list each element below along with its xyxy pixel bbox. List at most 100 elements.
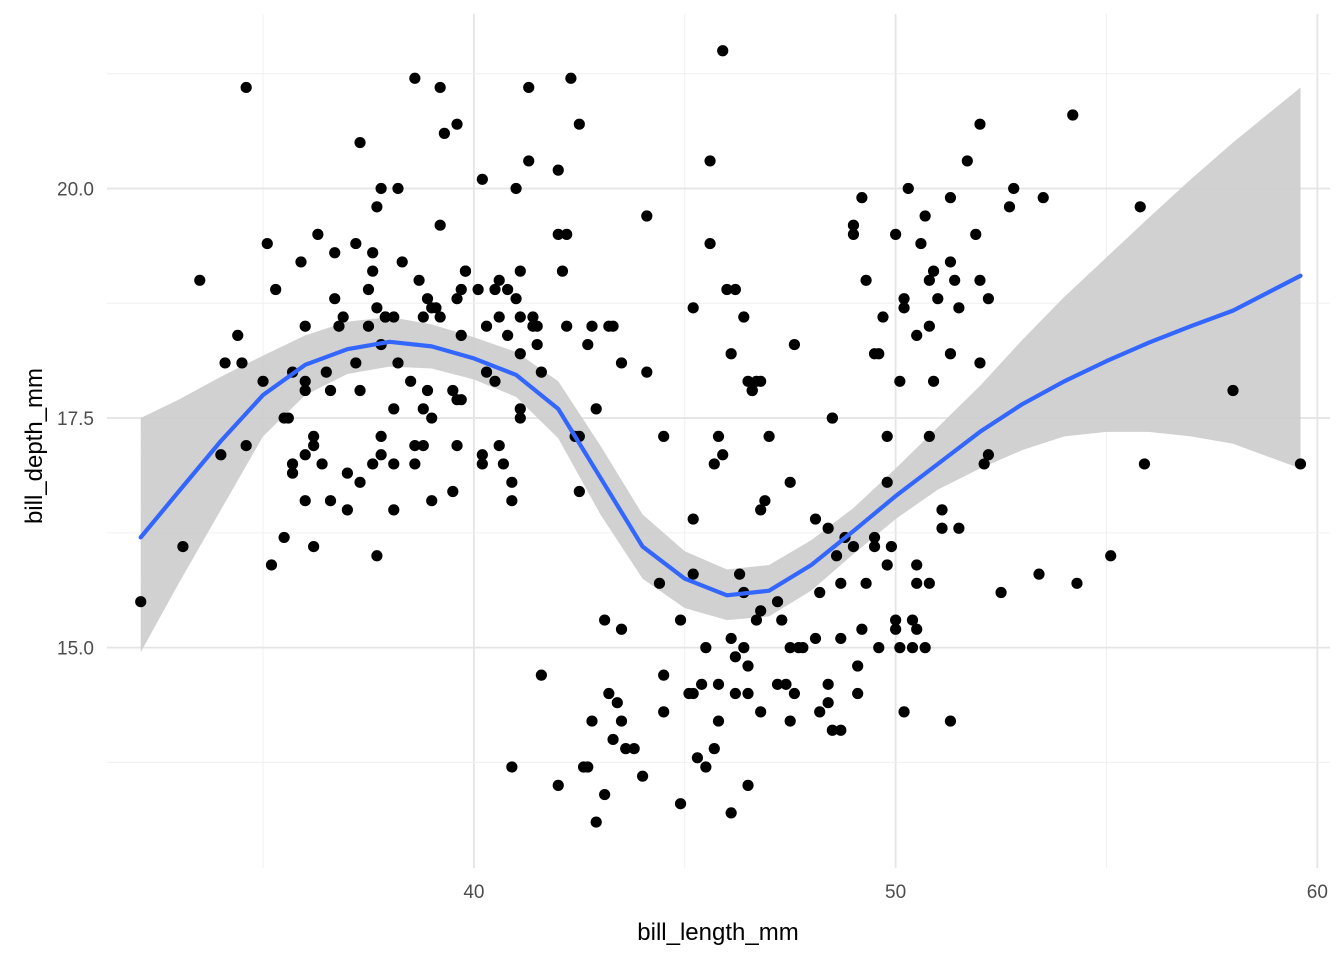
data-point	[476, 458, 488, 470]
data-point	[704, 237, 716, 250]
data-point	[636, 770, 649, 782]
data-point	[852, 660, 864, 672]
data-point	[215, 449, 227, 461]
data-point	[514, 348, 526, 360]
data-point	[603, 687, 615, 700]
data-point	[915, 237, 927, 250]
data-point	[894, 375, 906, 387]
data-point	[826, 412, 838, 424]
data-point	[906, 642, 919, 654]
data-point	[919, 642, 931, 654]
data-point	[421, 384, 434, 397]
data-point	[982, 449, 995, 461]
x-tick-label: 60	[1307, 882, 1328, 903]
data-point	[472, 283, 484, 296]
data-point	[341, 467, 353, 479]
data-point	[599, 788, 611, 801]
confidence-band	[140, 87, 1301, 653]
data-point	[974, 118, 986, 130]
data-point	[459, 265, 472, 277]
data-point	[860, 274, 872, 286]
y-tick-label: 15.0	[57, 639, 94, 660]
data-point	[523, 81, 535, 94]
data-point	[852, 687, 864, 700]
data-point	[936, 522, 948, 534]
data-point	[535, 366, 547, 378]
data-point	[451, 293, 463, 305]
data-point	[725, 348, 737, 360]
data-point	[447, 384, 459, 397]
data-point	[586, 320, 598, 332]
data-point	[308, 439, 320, 452]
data-point	[480, 320, 493, 332]
data-point	[1033, 568, 1045, 580]
data-point	[270, 283, 282, 296]
data-point	[312, 228, 324, 240]
data-point	[923, 577, 935, 589]
data-point	[409, 72, 421, 84]
data-point	[455, 283, 467, 296]
data-point	[691, 752, 704, 764]
data-point	[944, 192, 957, 204]
data-point	[502, 329, 514, 341]
data-point	[982, 293, 995, 305]
data-point	[868, 541, 881, 553]
data-point	[687, 302, 699, 314]
data-point	[493, 311, 505, 323]
data-point	[421, 293, 434, 305]
data-point	[329, 293, 341, 305]
data-point	[835, 724, 847, 736]
data-point	[308, 430, 320, 443]
data-point	[299, 495, 311, 507]
data-point	[405, 375, 417, 387]
data-point	[814, 586, 826, 599]
x-axis-title: bill_length_mm	[637, 919, 798, 946]
data-point	[733, 568, 746, 580]
data-point	[493, 274, 505, 286]
x-axis-ticks: 40 50 60	[463, 882, 1328, 903]
data-point	[830, 550, 843, 562]
data-point	[308, 541, 320, 553]
data-point	[577, 761, 590, 773]
data-point	[890, 228, 902, 240]
data-point	[784, 715, 796, 727]
data-point	[379, 311, 391, 323]
data-point	[375, 449, 387, 461]
data-point	[847, 219, 860, 231]
data-point	[367, 247, 379, 259]
data-point	[755, 706, 767, 718]
data-point	[847, 541, 860, 553]
data-point	[970, 228, 982, 240]
data-point	[510, 182, 522, 195]
data-point	[514, 403, 526, 415]
data-point	[426, 495, 438, 507]
data-point	[497, 458, 510, 470]
data-point	[826, 724, 838, 736]
data-point	[894, 642, 906, 654]
data-point	[417, 439, 429, 452]
data-point	[1138, 458, 1151, 470]
y-axis-ticks: 15.0 17.5 20.0	[57, 179, 94, 659]
data-point	[1067, 109, 1079, 121]
x-tick-label: 50	[885, 882, 906, 903]
data-point	[620, 743, 632, 755]
data-point	[329, 247, 341, 259]
data-point	[286, 467, 299, 479]
data-point	[1134, 201, 1146, 213]
data-point	[658, 706, 670, 718]
data-point	[489, 375, 501, 387]
data-point	[974, 357, 986, 369]
data-point	[586, 715, 598, 727]
data-point	[388, 458, 400, 470]
data-point	[641, 366, 653, 378]
data-point	[776, 614, 788, 626]
data-point	[1294, 458, 1307, 470]
data-point	[873, 348, 885, 360]
confidence-band-layer	[140, 87, 1301, 653]
data-point	[409, 458, 421, 470]
data-point	[877, 311, 889, 323]
data-point	[717, 449, 729, 461]
data-point	[1008, 182, 1020, 195]
data-point	[923, 274, 935, 286]
data-point	[261, 237, 273, 250]
